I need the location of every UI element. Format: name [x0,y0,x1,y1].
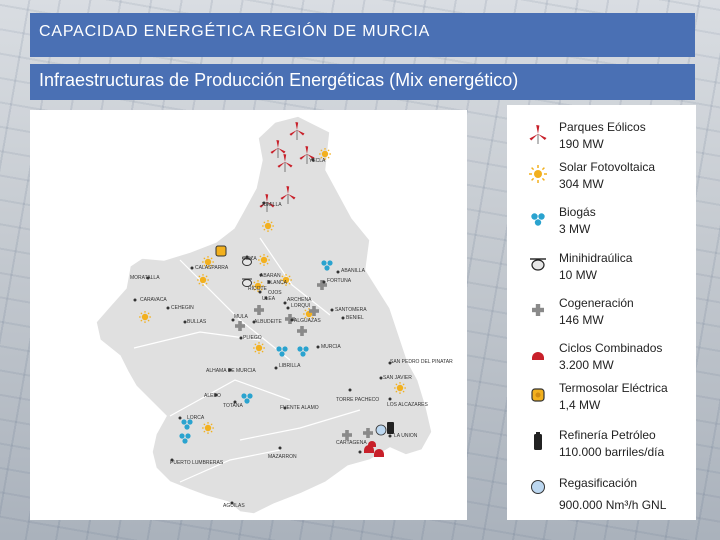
wind-turbine-icon [529,125,547,144]
thermosolar-icon [531,388,545,402]
legend-item-solar: Solar Fotovoltaica 304 MW [507,159,696,203]
cogeneration-cross-icon [532,304,544,316]
legend-value: 900.000 Nm³/h GNL [559,498,667,512]
sun-icon [529,165,547,183]
town-label: FORTUNA [327,278,352,284]
town-label: CALASPARRA [195,265,229,271]
legend-item-regasification: Regasificación 900.000 Nm³/h GNL [507,472,696,516]
town-label: BULLAS [187,319,207,325]
town-label: ALHAMA DE MURCIA [206,368,256,374]
town-label: MORATALLA [130,275,160,281]
town-label: FUENTE ALAMO [280,405,319,411]
legend-name: Biogás [559,205,596,219]
town-label: PLIEGO [243,335,262,341]
legend-name: Solar Fotovoltaica [559,160,656,174]
town-label: ABANILLA [341,268,366,274]
town-label: SANTOMERA [335,307,367,313]
town-label: ARCHENA [287,297,312,303]
town-label: CARAVACA [140,297,167,303]
refinery-marker [387,422,394,434]
town-label: CIEZA [242,256,257,262]
legend-item-refinery: Refinería Petróleo 110.000 barriles/día [507,427,696,471]
page-title: CAPACIDAD ENERGÉTICA REGIÓN DE MURCIA [30,13,695,57]
legend-name: Cogeneración [559,296,634,310]
town-label: YECLA [309,158,326,164]
legend-item-thermosolar: Termosolar Eléctrica 1,4 MW [507,380,696,424]
town-label: BLANCA [267,280,288,286]
town-label: CEHEGIN [171,305,194,311]
legend-name: Parques Eólicos [559,120,646,134]
legend-value: 146 MW [559,313,604,327]
legend-name: Refinería Petróleo [559,428,656,442]
oil-refinery-icon [534,432,542,450]
regasification-marker [375,424,387,436]
legend-name: Termosolar Eléctrica [559,381,668,395]
thermosolar-marker [215,245,227,257]
legend-value: 10 MW [559,268,598,282]
legend-item-biogas: Biogás 3 MW [507,204,696,248]
legend-value: 110.000 barriles/día [559,445,665,459]
combined-cycle-markers [364,441,384,457]
legend-value: 3.200 MW [559,358,614,372]
town-label: ALBUDEITE [254,319,282,325]
town-label: ABARAN [260,273,281,279]
region-map: YECLA JUMILLA CIEZA ABARAN BLANCA ABANIL… [30,110,467,520]
town-label: TOTANA [223,403,243,409]
combined-cycle-icon [532,352,544,360]
town-label: JUMILLA [261,202,282,208]
murcia-map-svg: YECLA JUMILLA CIEZA ABARAN BLANCA ABANIL… [95,115,453,515]
town-label: RICOTE [248,286,268,292]
legend-item-wind: Parques Eólicos 190 MW [507,119,696,163]
town-label: ULEA [262,296,276,302]
legend-name: Ciclos Combinados [559,341,663,355]
legend-item-hydro: Minihidraúlica 10 MW [507,250,696,294]
town-label: CARTAGENA [336,440,367,446]
town-label: LORQUI [291,303,310,309]
biogas-icon [531,213,545,226]
town-label: OJOS [268,290,282,296]
town-label: ALEDO [204,393,221,399]
legend-item-cogeneration: Cogeneración 146 MW [507,295,696,339]
legend-value: 3 MW [559,222,591,236]
legend-value: 190 MW [559,137,604,151]
town-dots [133,158,392,505]
town-label: SAN PEDRO DEL PINATAR [390,359,453,365]
town-label: MAZARRON [268,454,297,460]
town-label: AGUILAS [223,503,245,509]
town-label: ALGUAZAS [294,318,321,324]
legend-name: Minihidraúlica [559,251,633,265]
legend-name: Regasificación [559,476,638,490]
town-label: SAN JAVIER [383,375,412,381]
town-label: TORRE PACHECO [336,397,379,403]
legend-value: 304 MW [559,177,604,191]
page-subtitle: Infraestructuras de Producción Energétic… [30,64,695,100]
legend-value: 1,4 MW [559,398,601,412]
town-label: LORCA [187,415,205,421]
town-label: BENIEL [346,315,364,321]
legend-panel: Parques Eólicos 190 MW Solar Fotovoltaic… [507,105,696,520]
town-label: LOS ALCAZARES [387,402,429,408]
regasification-icon [531,480,545,494]
town-label: PUERTO LUMBRERAS [170,460,224,466]
town-label: MURCIA [321,344,341,350]
murcia-region-outline [95,115,433,515]
town-labels: YECLA JUMILLA CIEZA ABARAN BLANCA ABANIL… [130,158,453,509]
hydro-icon [530,258,546,271]
legend-item-combined-cycle: Ciclos Combinados 3.200 MW [507,340,696,384]
town-label: LIBRILLA [279,363,301,369]
town-label: MULA [234,314,249,320]
town-label: LA UNION [394,433,418,439]
